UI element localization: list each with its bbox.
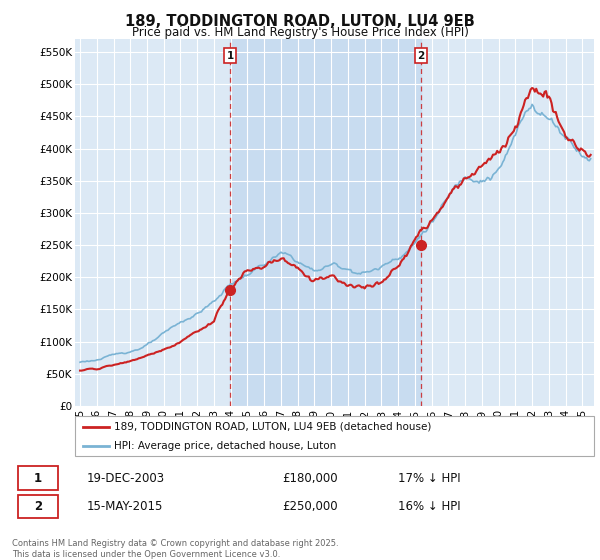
Text: 189, TODDINGTON ROAD, LUTON, LU4 9EB: 189, TODDINGTON ROAD, LUTON, LU4 9EB xyxy=(125,14,475,29)
FancyBboxPatch shape xyxy=(75,416,594,456)
Text: Price paid vs. HM Land Registry's House Price Index (HPI): Price paid vs. HM Land Registry's House … xyxy=(131,26,469,39)
Text: 16% ↓ HPI: 16% ↓ HPI xyxy=(398,500,461,513)
FancyBboxPatch shape xyxy=(18,494,58,518)
Text: 189, TODDINGTON ROAD, LUTON, LU4 9EB (detached house): 189, TODDINGTON ROAD, LUTON, LU4 9EB (de… xyxy=(114,422,431,432)
Text: HPI: Average price, detached house, Luton: HPI: Average price, detached house, Luto… xyxy=(114,441,336,451)
Text: 17% ↓ HPI: 17% ↓ HPI xyxy=(398,472,461,484)
Text: £250,000: £250,000 xyxy=(283,500,338,513)
Text: 19-DEC-2003: 19-DEC-2003 xyxy=(87,472,165,484)
Text: 1: 1 xyxy=(227,51,234,60)
Text: 2: 2 xyxy=(418,51,425,60)
Text: 15-MAY-2015: 15-MAY-2015 xyxy=(87,500,163,513)
Bar xyxy=(230,39,421,406)
Text: £180,000: £180,000 xyxy=(283,472,338,484)
Text: 2: 2 xyxy=(34,500,42,513)
FancyBboxPatch shape xyxy=(18,466,58,490)
Text: Contains HM Land Registry data © Crown copyright and database right 2025.
This d: Contains HM Land Registry data © Crown c… xyxy=(12,539,338,559)
Text: 1: 1 xyxy=(34,472,42,484)
